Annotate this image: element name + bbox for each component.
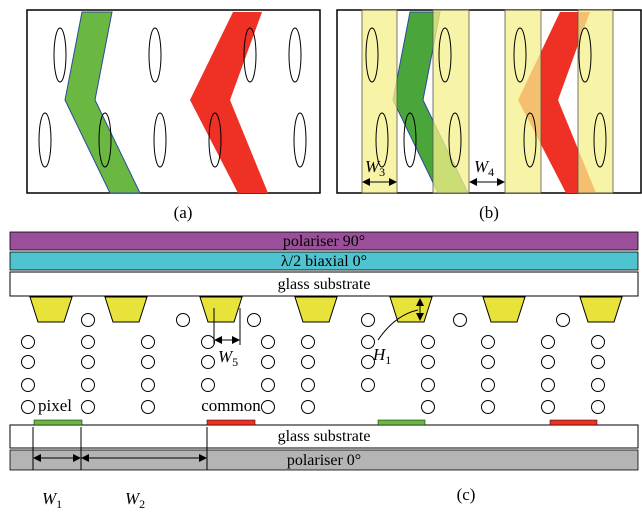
layer-label: polariser 0°: [287, 452, 361, 469]
lc-molecule: [142, 336, 155, 349]
electrode-bump: [580, 297, 622, 322]
lc-molecule: [142, 356, 155, 369]
panel-a: [27, 10, 320, 193]
panel-b: W3 W4: [337, 10, 641, 193]
lc-molecule: [202, 336, 215, 349]
w4-sub: 4: [488, 165, 494, 179]
lc-molecule: [22, 401, 35, 414]
lc-molecule: [262, 356, 275, 369]
lc-molecule: [22, 356, 35, 369]
lc-molecule: [592, 356, 605, 369]
h1-sub: 1: [385, 353, 391, 367]
lc-molecule: [362, 379, 375, 392]
w3-sub: 3: [379, 165, 385, 179]
electrode-bump: [390, 297, 432, 322]
layer-label: glass substrate: [278, 428, 371, 445]
lc-molecule: [422, 356, 435, 369]
lc-molecule: [542, 356, 555, 369]
lc-molecule: [82, 336, 95, 349]
w2: W2: [125, 489, 145, 510]
lc-molecule: [202, 379, 215, 392]
lc-molecule: [542, 379, 555, 392]
lc-molecule: [302, 336, 315, 349]
h1: H1: [372, 345, 391, 367]
lc-molecule: [262, 336, 275, 349]
electrode-bump: [105, 297, 147, 322]
lc-molecule: [542, 401, 555, 414]
lc-molecule: [454, 314, 467, 327]
lc-molecule: [82, 314, 95, 327]
lc-molecule: [82, 401, 95, 414]
lc-molecule: [302, 356, 315, 369]
lc-molecule: [22, 336, 35, 349]
electrode-bump: [295, 297, 337, 322]
layer-label: λ/2 biaxial 0°: [281, 253, 367, 270]
lc-molecule: [82, 379, 95, 392]
lc-molecule: [592, 336, 605, 349]
lc-molecule: [262, 379, 275, 392]
electrode-bump: [483, 297, 525, 322]
lc-molecule: [592, 379, 605, 392]
lc-molecule: [592, 401, 605, 414]
label-b: (b): [479, 203, 499, 222]
lc-molecule: [482, 401, 495, 414]
lc-molecule: [302, 401, 315, 414]
diagram: W3 W4 (a) (b) polariser 90° λ/2 biaxial …: [0, 0, 642, 510]
lc-molecule: [557, 314, 570, 327]
w5-sub: 5: [232, 355, 238, 369]
lc-molecule: [82, 356, 95, 369]
lc-molecule: [177, 314, 190, 327]
lc-molecule: [262, 401, 275, 414]
lc-molecule: [362, 314, 375, 327]
lc-molecule: [542, 336, 555, 349]
layer-label: polariser 90°: [283, 233, 365, 250]
w2-sub: 2: [139, 497, 145, 510]
cross-section: polariser 90° λ/2 biaxial 0° glass subst…: [10, 232, 638, 510]
lc-molecule: [248, 314, 261, 327]
lc-molecule: [22, 379, 35, 392]
w1-sub: 1: [56, 497, 62, 510]
lc-molecule: [142, 379, 155, 392]
electrode-bump: [200, 297, 242, 322]
lc-molecule: [422, 401, 435, 414]
lc-molecule: [422, 336, 435, 349]
lc-molecule: [422, 379, 435, 392]
lc-molecule: [302, 379, 315, 392]
label-c: (c): [457, 485, 476, 504]
electrode-bump: [30, 297, 72, 322]
w1: W1: [42, 489, 62, 510]
lc-molecule: [202, 356, 215, 369]
electrode-label: pixel: [38, 396, 72, 415]
layer-label: glass substrate: [278, 276, 371, 293]
label-a: (a): [174, 203, 193, 222]
lc-molecule: [482, 379, 495, 392]
lc-molecule: [482, 336, 495, 349]
w5: W5: [218, 347, 238, 369]
lc-molecule: [482, 356, 495, 369]
electrode-label: common: [201, 396, 261, 415]
lc-molecule: [142, 401, 155, 414]
